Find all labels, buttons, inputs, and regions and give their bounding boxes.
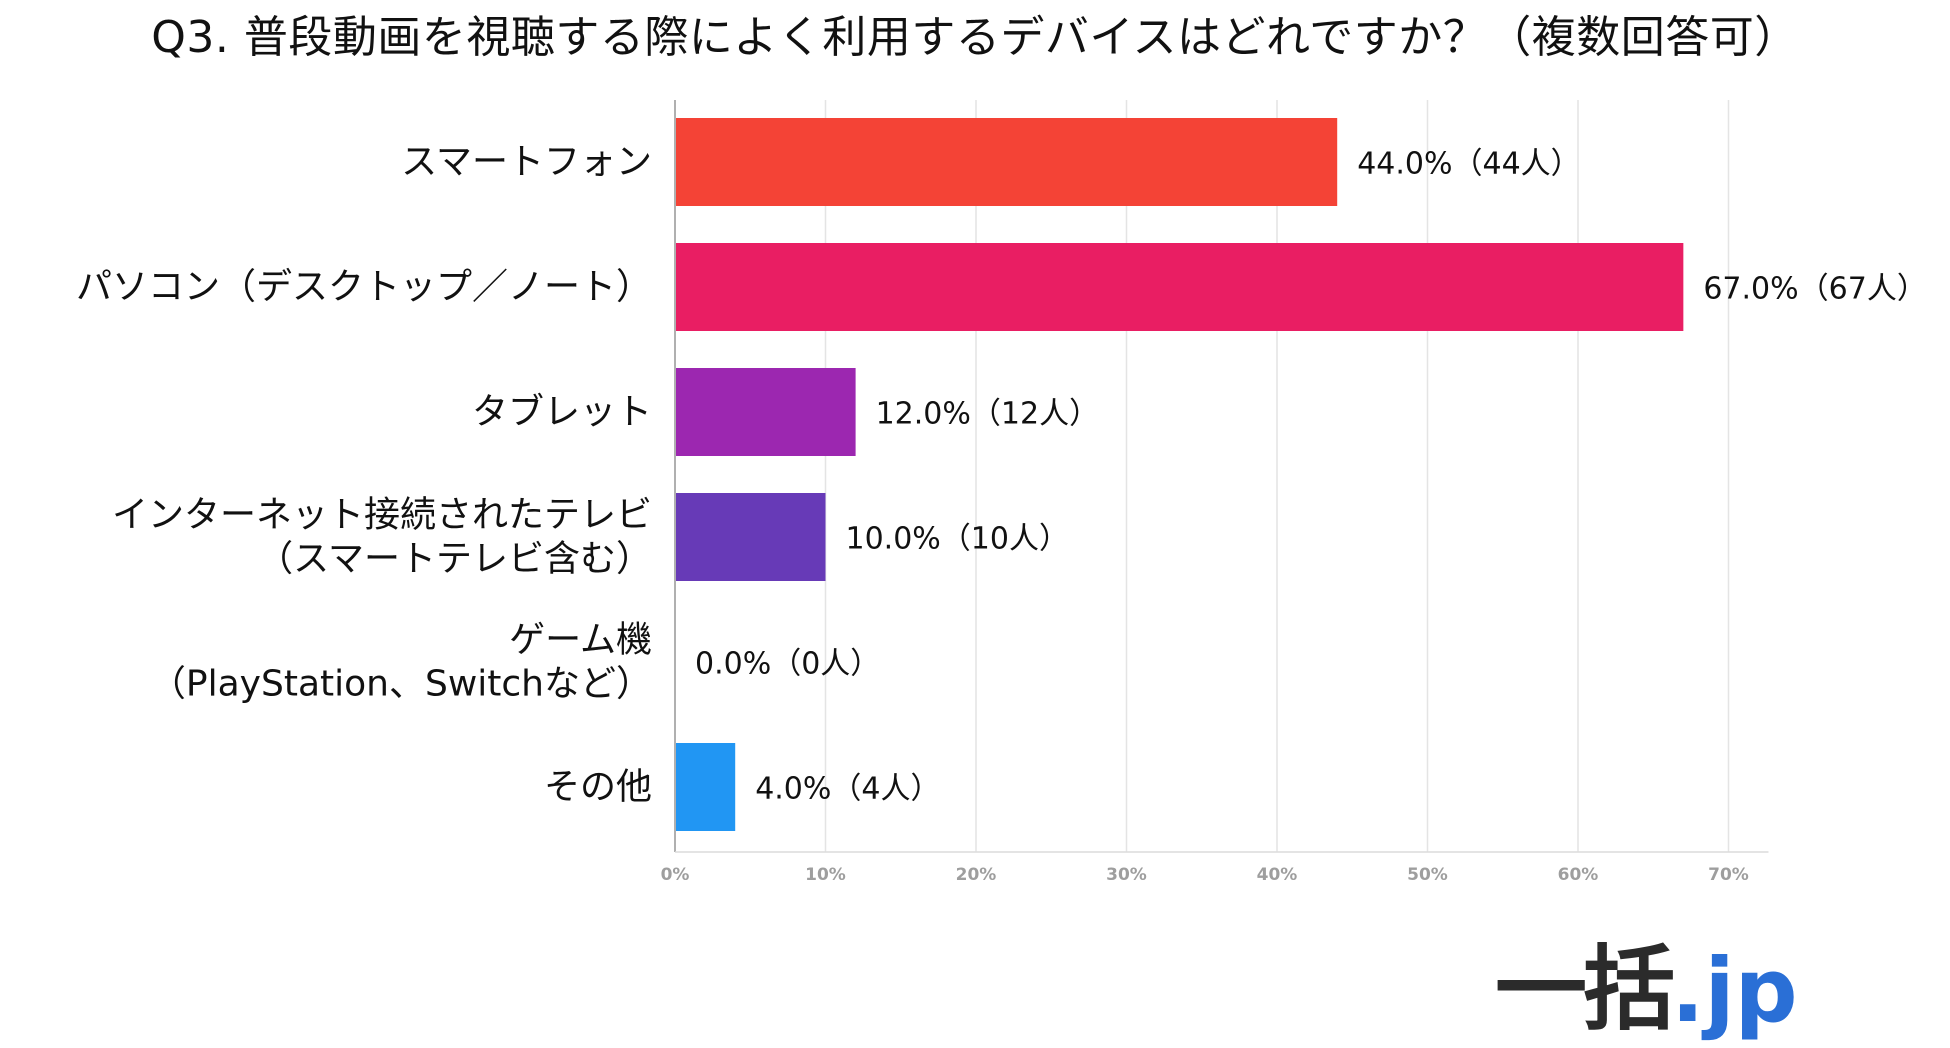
x-tick-label: 10%: [805, 865, 846, 885]
category-label: （PlayStation、Switchなど）: [150, 664, 652, 705]
data-label: 12.0%（12人）: [876, 397, 1099, 432]
bar: [675, 368, 856, 456]
x-tick-label: 0%: [661, 865, 690, 885]
brand-logo-main: 一括: [1495, 936, 1675, 1043]
x-tick-label: 50%: [1407, 865, 1448, 885]
category-label: （スマートテレビ含む）: [257, 539, 652, 580]
data-label: 0.0%（0人）: [695, 647, 880, 682]
data-label: 44.0%（44人）: [1357, 147, 1580, 182]
brand-logo-suffix: .jp: [1671, 939, 1798, 1042]
data-label: 10.0%（10人）: [846, 522, 1069, 557]
data-label: 4.0%（4人）: [755, 772, 940, 807]
x-tick-label: 20%: [956, 865, 997, 885]
x-tick-label: 60%: [1558, 865, 1599, 885]
grid-lines: [824, 100, 1730, 852]
category-label: インターネット接続されたテレビ: [112, 495, 652, 536]
x-tick-label: 30%: [1106, 865, 1147, 885]
labels: 0% 10% 20% 30% 40% 50% 60% 70% スマートフォン 44.0%（44人）…: [76, 142, 1927, 886]
x-tick-label: 40%: [1257, 865, 1298, 885]
category-label: その他: [544, 767, 652, 808]
axis: [674, 100, 1769, 853]
bar: [675, 243, 1684, 331]
bar: [675, 743, 736, 831]
x-tick-label: 70%: [1708, 865, 1749, 885]
bar: [675, 118, 1338, 206]
category-label: パソコン（デスクトップ／ノート）: [76, 267, 652, 308]
category-label: ゲーム機: [509, 620, 652, 661]
category-label: スマートフォン: [401, 142, 652, 183]
data-label: 67.0%（67人）: [1703, 272, 1926, 307]
brand-logo: 一括.jp: [1495, 915, 1798, 1043]
bar: [675, 493, 826, 581]
category-label: タブレット: [472, 392, 652, 433]
bars: [675, 118, 1684, 831]
chart-title: Q3. 普段動画を視聴する際によく利用するデバイスはどれですか？（複数回答可）: [151, 12, 1799, 63]
